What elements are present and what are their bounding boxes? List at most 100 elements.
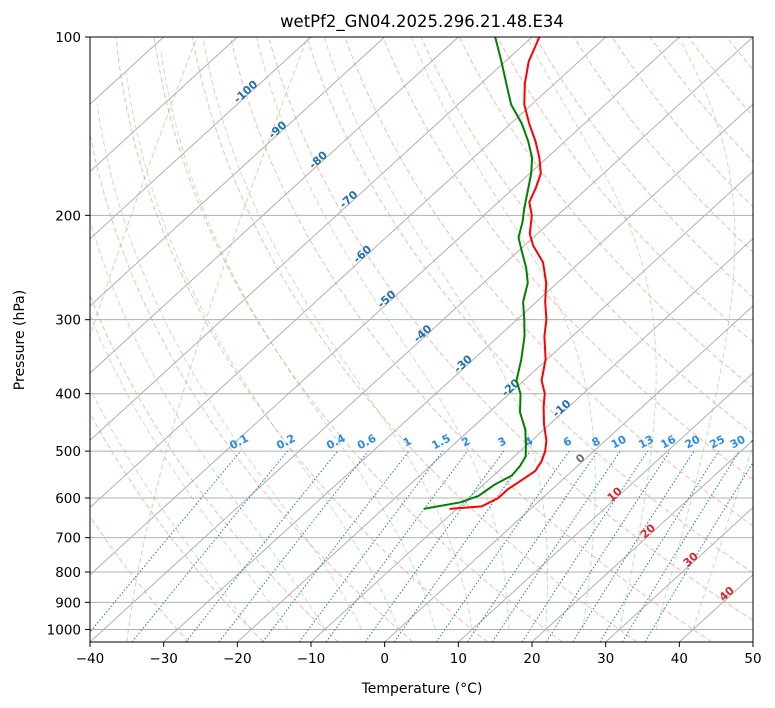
mixing-ratio-line — [262, 450, 410, 642]
mixing-ratio-lines — [90, 450, 753, 642]
mixing-ratio-line — [491, 450, 621, 642]
isotherm-line — [90, 37, 607, 509]
isotherm-label: 30 — [681, 549, 701, 569]
isotherm-line — [90, 37, 533, 442]
isotherm-label: -70 — [337, 188, 361, 211]
moist-adiabat — [96, 104, 363, 630]
mixing-ratio-line — [218, 450, 369, 642]
isotherm-line — [605, 506, 753, 642]
x-tick-label: 50 — [744, 651, 761, 667]
mixing-ratio-line — [521, 450, 649, 642]
x-tick-label: −10 — [297, 651, 326, 667]
mixing-ratio-label: 30 — [728, 433, 748, 452]
isotherm-label: 20 — [638, 521, 658, 541]
mixing-ratio-label: 0.4 — [324, 432, 348, 453]
wet-bulb-curves — [90, 37, 309, 642]
y-tick-label: 600 — [55, 491, 81, 507]
plot-frame — [89, 36, 754, 643]
dry-adiabat — [420, 37, 753, 435]
mixing-ratio-label: 0.1 — [227, 432, 250, 453]
mixing-ratio-label: 36 — [749, 433, 769, 452]
isotherm-label: 10 — [605, 484, 625, 504]
moist-adiabat — [526, 37, 657, 630]
isotherm-line — [752, 641, 753, 642]
mixing-ratio-line — [621, 450, 740, 642]
dry-adiabat — [687, 37, 753, 117]
dry-adiabat — [153, 37, 563, 642]
x-tick-label: 10 — [450, 651, 467, 667]
dry-adiabat — [726, 37, 753, 71]
mixing-ratio-label: 6 — [561, 434, 574, 449]
dry-adiabat — [191, 37, 638, 642]
moist-adiabat — [90, 218, 326, 630]
isotherm-line — [90, 37, 312, 240]
isotherm-gridlines — [90, 37, 753, 642]
mixing-ratio-label: 8 — [590, 434, 603, 449]
chart-title: wetPf2_GN04.2025.296.21.48.E34 — [280, 12, 564, 32]
mixing-ratio-label: 20 — [683, 433, 703, 452]
dry-adiabat — [90, 412, 264, 642]
x-tick-label: −30 — [149, 651, 178, 667]
temperature-profile — [449, 37, 548, 510]
moist-adiabat — [125, 72, 399, 630]
isotherm-label: 40 — [717, 584, 737, 604]
dry-adiabat — [229, 37, 712, 642]
moist-adiabat — [90, 313, 289, 630]
isotherm-label: -100 — [231, 78, 260, 106]
dry-adiabat — [649, 37, 753, 163]
isotherm-label: -60 — [351, 243, 375, 266]
moist-adiabat — [256, 37, 510, 630]
y-tick-label: 400 — [55, 387, 81, 403]
y-axis-label: Pressure (hPa) — [12, 290, 28, 390]
y-tick-label: 900 — [55, 595, 81, 611]
isotherm-line — [310, 237, 753, 642]
isotherm-label: -10 — [550, 397, 574, 420]
y-tick-label: 1000 — [47, 622, 81, 638]
mixing-ratio-line — [364, 450, 505, 642]
isotherm-line — [90, 37, 753, 642]
isotherm-line — [90, 37, 459, 374]
y-tick-label: 100 — [55, 30, 81, 46]
mixing-ratio-line — [572, 450, 695, 642]
isobar-gridlines — [90, 37, 753, 630]
y-tick-label: 700 — [55, 531, 81, 547]
mixing-ratio-line — [90, 450, 242, 633]
mixing-ratio-line — [393, 450, 531, 642]
dry-adiabat — [344, 37, 753, 527]
mixing-ratio-line — [131, 450, 288, 642]
moist-adiabats — [90, 37, 753, 630]
dry-adiabat — [382, 37, 753, 481]
x-tick-label: 40 — [671, 651, 688, 667]
moist-adiabat — [411, 37, 596, 630]
isotherm-label: -30 — [451, 352, 475, 375]
mixing-ratio-label: 0.2 — [274, 432, 297, 453]
mixing-ratio-line — [325, 450, 468, 642]
isotherm-line — [531, 439, 753, 642]
x-tick-label: 20 — [523, 651, 540, 667]
dry-adiabat — [90, 131, 414, 642]
y-axis-ticks: 100 200 300 400 500 600 700 800 900 1000 — [47, 30, 90, 638]
isotherm-line — [90, 37, 386, 307]
mixing-ratio-line — [545, 450, 671, 642]
x-axis-label: Temperature (°C) — [361, 681, 483, 697]
mixing-ratio-line — [298, 450, 444, 642]
dry-adiabat — [306, 37, 753, 574]
moist-adiabat — [692, 443, 753, 630]
moist-adiabat — [323, 37, 548, 630]
isotherm-line — [457, 372, 753, 642]
isotherm-line — [90, 37, 238, 173]
isotherm-line — [163, 103, 753, 642]
wet-bulb-curve — [126, 37, 309, 642]
dewpoint-profile — [423, 37, 534, 510]
mixing-ratio-label: 1 — [401, 434, 414, 449]
mixing-ratio-line — [435, 450, 570, 642]
x-tick-label: 0 — [380, 651, 389, 667]
plot-area: -100-90-80-70-60-50-40-30-20-10010203040… — [90, 37, 769, 642]
moist-adiabat — [160, 49, 436, 630]
wet-bulb-curve — [90, 37, 198, 339]
mixing-ratio-label: 13 — [636, 433, 656, 452]
mixing-ratio-line — [467, 450, 599, 642]
isotherm-label: -50 — [375, 288, 399, 311]
dry-adiabat — [496, 37, 753, 344]
